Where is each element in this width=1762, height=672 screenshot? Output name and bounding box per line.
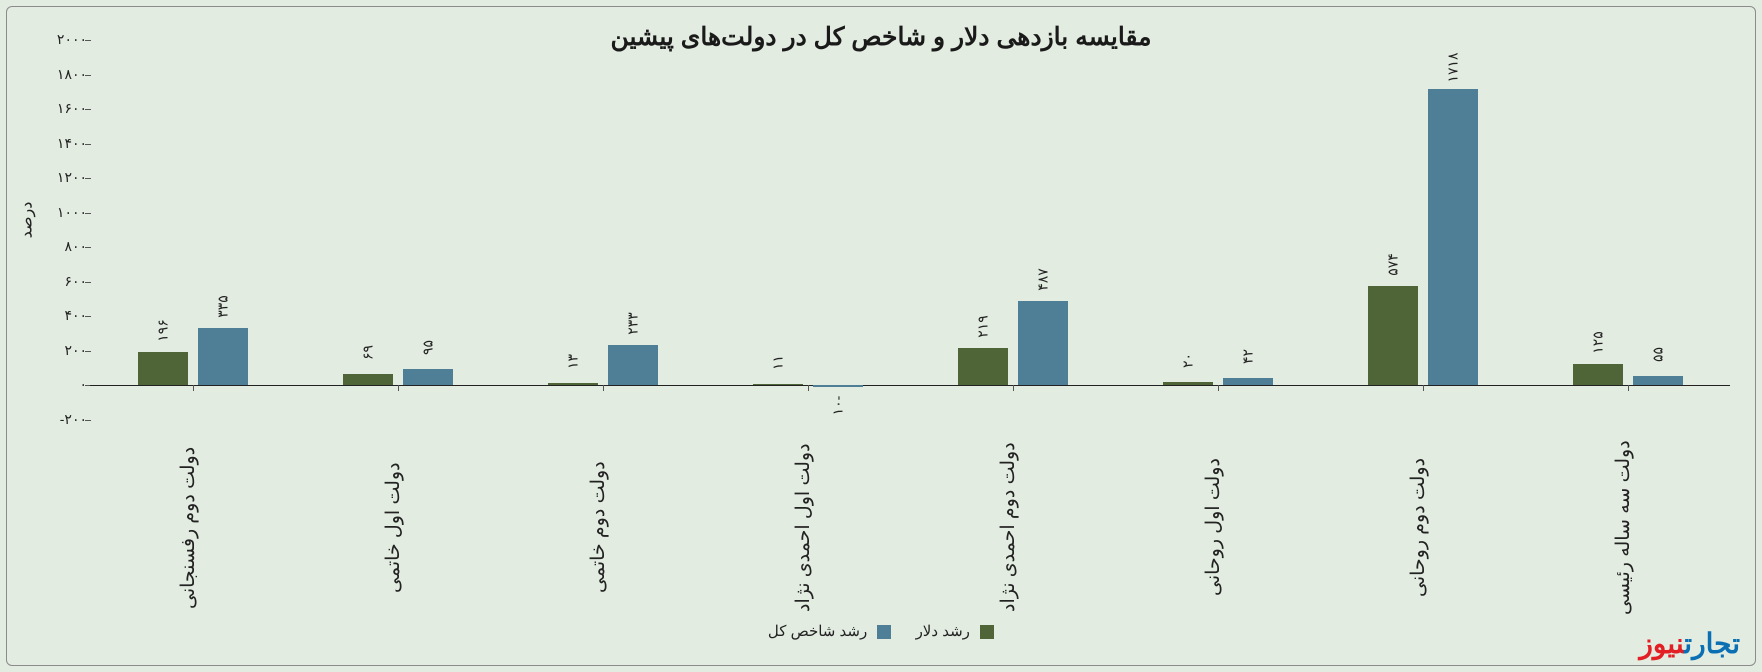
bar-value-label: ۲۰ — [1179, 336, 1196, 386]
legend-item-index: رشد شاخص کل — [768, 622, 891, 640]
y-tick-label: ۲۰۰ — [27, 342, 87, 359]
x-axis-label: دولت دوم رفسنجانی — [178, 440, 208, 615]
bar — [138, 352, 188, 386]
x-axis-label: دولت دوم روحانی — [1408, 440, 1438, 615]
legend-swatch-dollar — [980, 625, 994, 639]
y-tick-label: ۶۰۰ — [27, 273, 87, 290]
bar-value-label: ۵۷۴ — [1384, 240, 1401, 290]
x-axis-label: دولت سه ساله رئیسی — [1613, 440, 1643, 615]
y-tick-label: ۲۰۰۰ — [27, 31, 87, 48]
y-tick-label: ۱۰۰۰ — [27, 204, 87, 221]
bar-value-label: ۴۲ — [1239, 332, 1256, 382]
bar-value-label: ۲۱۹ — [974, 301, 991, 351]
x-tick-mark — [1218, 385, 1219, 391]
bar-value-label: ۴۸۷ — [1034, 255, 1051, 305]
x-axis-label: دولت اول احمدی نژاد — [793, 440, 823, 615]
x-axis-label: دولت دوم احمدی نژاد — [998, 440, 1028, 615]
legend-swatch-index — [877, 625, 891, 639]
legend-item-dollar: رشد دلار — [916, 622, 995, 640]
watermark: تجارتنیوز — [1639, 627, 1740, 660]
x-tick-mark — [1013, 385, 1014, 391]
bar-value-label: ۱۲۵ — [1589, 317, 1606, 367]
chart-container: مقایسه بازدهی دلار و شاخص کل در دولت‌های… — [0, 0, 1762, 672]
bar-value-label: ۱۷۱۸ — [1444, 42, 1461, 92]
bar — [958, 348, 1008, 386]
plot-area: ۱۹۶۳۳۵۶۹۹۵۱۳۲۳۳۱۱-۱۰۲۱۹۴۸۷۲۰۴۲۵۷۴۱۷۱۸۱۲۵… — [90, 40, 1730, 420]
x-tick-mark — [808, 385, 809, 391]
x-tick-mark — [1628, 385, 1629, 391]
x-axis-label: دولت اول خاتمی — [383, 440, 413, 615]
watermark-part2: نیوز — [1639, 628, 1684, 659]
bar-value-label: ۱۳ — [564, 337, 581, 387]
x-tick-mark — [398, 385, 399, 391]
y-tick-label: ۸۰۰ — [27, 238, 87, 255]
bar-value-label: ۱۹۶ — [154, 305, 171, 355]
y-tick-label: ۱۸۰۰ — [27, 66, 87, 83]
bar — [198, 328, 248, 386]
bar-value-label: ۲۳۳ — [624, 299, 641, 349]
legend: رشد دلار رشد شاخص کل — [0, 622, 1762, 640]
y-tick-label: ۰ — [27, 376, 87, 393]
bar — [1428, 89, 1478, 386]
bar-value-label: ۹۵ — [419, 323, 436, 373]
y-tick-label: ۱۶۰۰ — [27, 100, 87, 117]
bar — [608, 345, 658, 385]
x-axis-label: دولت دوم خاتمی — [588, 440, 618, 615]
y-tick-mark — [85, 420, 91, 421]
y-tick-label: ۱۲۰۰ — [27, 169, 87, 186]
legend-label-dollar: رشد دلار — [916, 623, 970, 640]
y-tick-label: -۲۰۰ — [27, 411, 87, 428]
watermark-part1: تجارت — [1684, 628, 1740, 659]
x-axis-label: دولت اول روحانی — [1203, 440, 1233, 615]
bar-value-label: -۱۰ — [829, 381, 846, 431]
x-tick-mark — [193, 385, 194, 391]
bar-value-label: ۶۹ — [359, 327, 376, 377]
bar-value-label: ۱۱ — [769, 337, 786, 387]
legend-label-index: رشد شاخص کل — [768, 623, 867, 640]
bar-value-label: ۵۵ — [1649, 329, 1666, 379]
y-tick-label: ۱۴۰۰ — [27, 135, 87, 152]
x-tick-mark — [1423, 385, 1424, 391]
bar-value-label: ۳۳۵ — [214, 281, 231, 331]
x-tick-mark — [603, 385, 604, 391]
bar — [1018, 301, 1068, 385]
bar — [1368, 286, 1418, 385]
y-tick-label: ۴۰۰ — [27, 307, 87, 324]
